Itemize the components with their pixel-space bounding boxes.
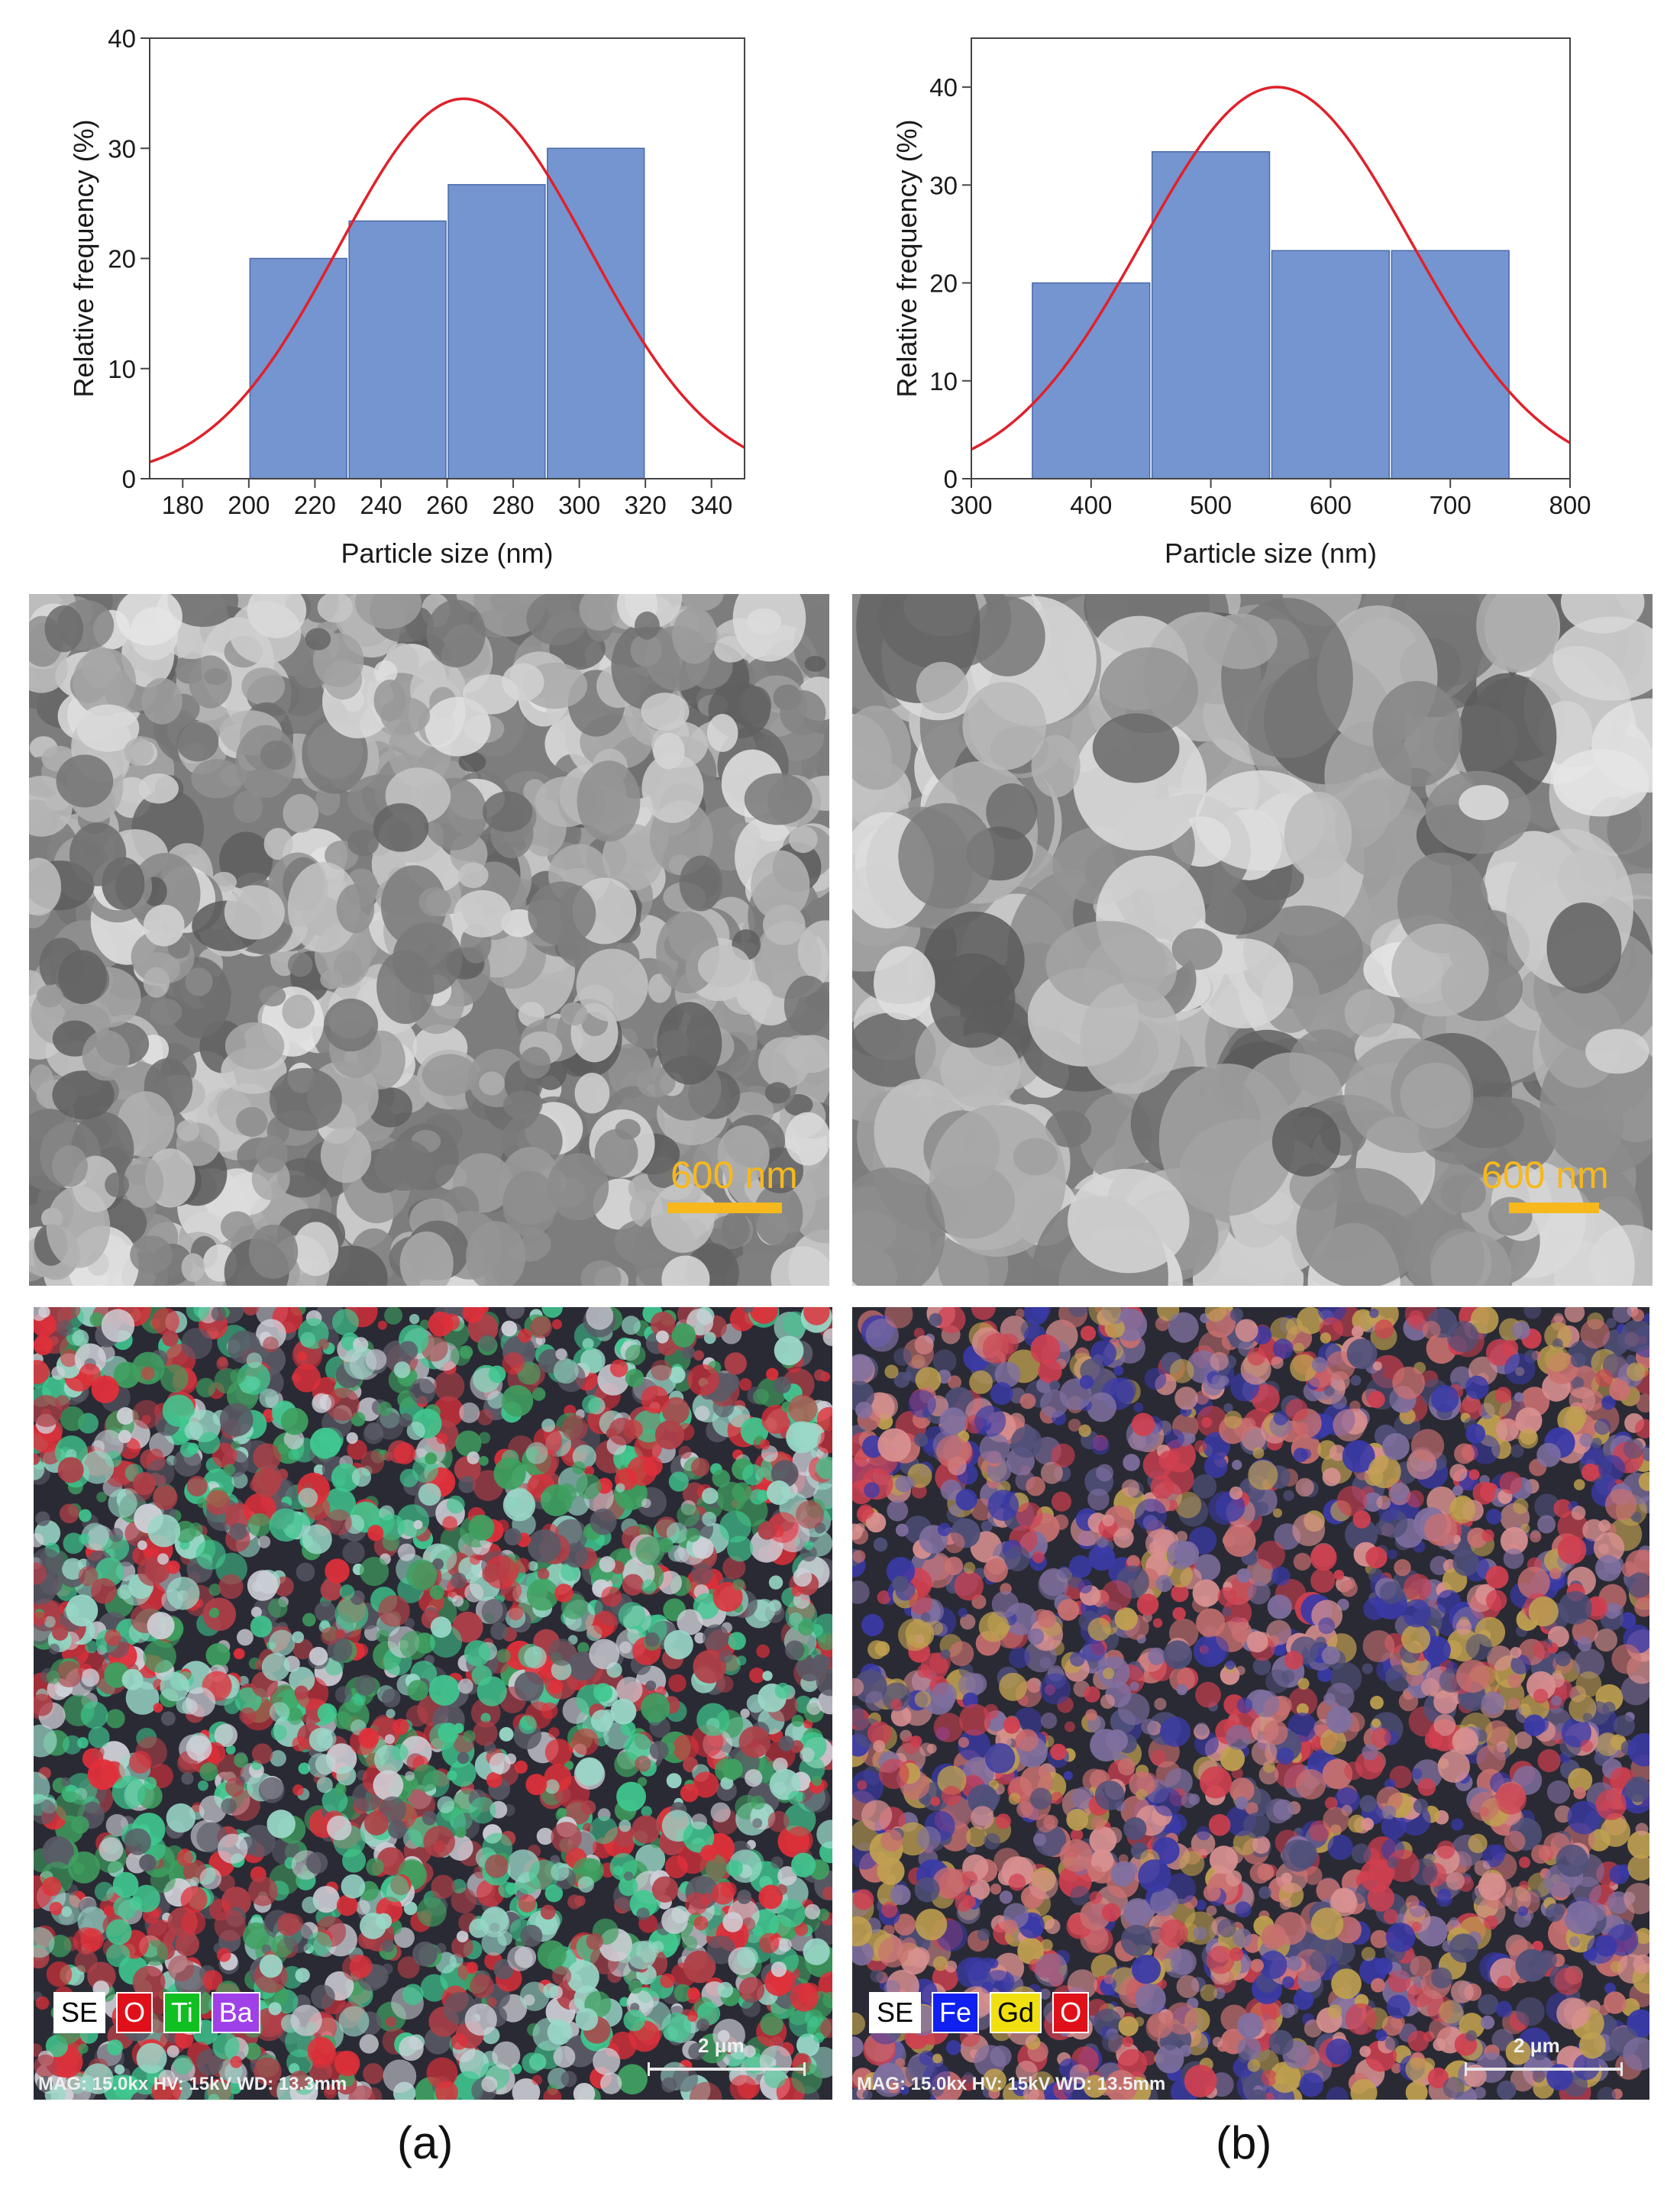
histogram-chart-b: 300 400 500 600 700 800 0 10 20 30 40 Particle size… — [891, 37, 1591, 569]
legend-chip-se: SE — [53, 1992, 106, 2033]
y-tick-label: 40 — [929, 73, 958, 102]
x-tick-label: 240 — [360, 491, 402, 519]
microscope-info: MAG: 15.0kx HV: 15kV WD: 13.3mm — [38, 2074, 347, 2094]
y-axis-title: Relative frequency (%) — [68, 119, 99, 397]
histogram-chart-a: 180 200 220 240 260 280 300 320 340 0 10 20 30 40 Part… — [68, 24, 745, 569]
eds-scale-bar — [1466, 2068, 1622, 2071]
x-tick-label: 800 — [1549, 491, 1591, 519]
x-tick-label: 280 — [493, 491, 535, 519]
x-tick-label: 320 — [625, 491, 667, 519]
legend-chip-gd: Gd — [990, 1992, 1042, 2033]
eds-scale-cap-right — [1620, 2062, 1623, 2076]
sem-image-b: 600 nm — [852, 594, 1653, 1286]
x-tick-label: 500 — [1190, 491, 1232, 519]
y-tick-label: 20 — [108, 245, 136, 273]
x-tick-label: 600 — [1310, 491, 1352, 519]
sem-scale-label: 600 nm — [670, 1154, 798, 1196]
eds-scale-bar — [649, 2068, 805, 2071]
eds-scale-cap-right — [803, 2062, 806, 2076]
element-legend: SE Fe Gd O — [869, 1992, 1090, 2033]
x-tick-label: 220 — [294, 491, 336, 519]
panel-label-b: (b) — [1216, 2117, 1272, 2168]
plot-frame — [971, 37, 1571, 479]
element-legend: SE O Ti Ba — [53, 1992, 260, 2033]
sem-image-a: 600 nm — [29, 594, 829, 1286]
histogram-bar — [1032, 282, 1151, 479]
histogram-bar — [447, 184, 546, 479]
legend-chip-ti: Ti — [163, 1992, 201, 2033]
sem-scale-bar — [667, 1203, 782, 1213]
y-axis-title: Relative frequency (%) — [891, 119, 922, 397]
sem-scale-label: 600 nm — [1481, 1154, 1609, 1196]
y-tick-label: 30 — [108, 134, 136, 163]
y-tick-label: 10 — [108, 355, 136, 383]
eds-scale-label: 2 μm — [1514, 2034, 1560, 2057]
panel-label-a: (a) — [397, 2117, 454, 2168]
y-tick-label: 0 — [944, 465, 958, 493]
sem-texture — [852, 594, 1653, 1286]
y-tick-label: 10 — [929, 367, 958, 396]
histogram-bar — [1151, 150, 1271, 479]
y-tick-label: 30 — [929, 171, 958, 199]
x-axis-title: Particle size (nm) — [1165, 538, 1377, 569]
x-tick-label: 700 — [1430, 491, 1472, 519]
y-tick-label: 0 — [122, 465, 136, 493]
histogram-bar — [348, 220, 447, 479]
x-tick-label: 400 — [1070, 491, 1112, 519]
y-tick-label: 40 — [108, 24, 136, 53]
eds-texture — [34, 1307, 832, 2100]
eds-map-b: SE Fe Gd O MAG: 15.0kx HV: 15kV WD: 13.5mm … — [852, 1307, 1649, 2100]
x-tick-label: 200 — [228, 491, 270, 519]
eds-scale-cap-left — [648, 2062, 650, 2076]
x-tick-label: 300 — [558, 491, 600, 519]
plot-frame — [149, 37, 745, 479]
legend-chip-o: O — [116, 1992, 153, 2033]
x-tick-label: 260 — [426, 491, 468, 519]
eds-map-a: SE O Ti Ba MAG: 15.0kx HV: 15kV WD: 13.3mm … — [34, 1307, 832, 2100]
histogram-bar — [1391, 250, 1510, 479]
histogram-bar — [1271, 250, 1391, 479]
eds-scale-label: 2 μm — [698, 2034, 745, 2057]
x-tick-label: 340 — [690, 491, 732, 519]
eds-scale-cap-left — [1465, 2062, 1467, 2076]
legend-chip-fe: Fe — [932, 1992, 980, 2033]
sem-scale-bar — [1509, 1203, 1599, 1213]
legend-chip-ba: Ba — [211, 1992, 260, 2033]
eds-texture — [852, 1307, 1649, 2100]
legend-chip-o: O — [1052, 1992, 1090, 2033]
y-tick-label: 20 — [929, 270, 958, 298]
legend-chip-se: SE — [869, 1992, 922, 2033]
x-tick-label: 300 — [950, 491, 992, 519]
fit-curve — [971, 86, 1571, 451]
sem-texture — [29, 594, 829, 1286]
x-tick-label: 180 — [162, 491, 204, 519]
microscope-info: MAG: 15.0kx HV: 15kV WD: 13.5mm — [857, 2074, 1166, 2094]
x-axis-title: Particle size (nm) — [341, 538, 553, 569]
fit-curve — [149, 97, 745, 463]
